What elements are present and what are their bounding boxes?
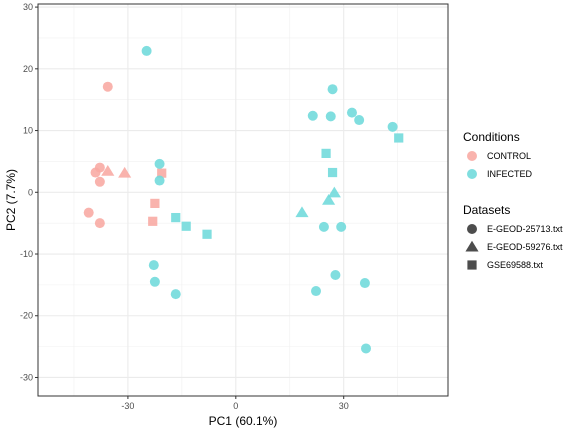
data-point: [307, 110, 318, 121]
data-point: [148, 216, 158, 226]
y-tick-label: -10: [20, 249, 33, 259]
y-tick-label: 10: [23, 126, 33, 136]
legend-datasets: Datasets E-GEOD-25713.txt E-GEOD-59276.txt…: [463, 203, 563, 270]
data-point: [327, 167, 338, 178]
data-point: [157, 168, 167, 178]
y-tick-label: 30: [23, 2, 33, 12]
legend-key: [467, 169, 477, 179]
data-point: [141, 45, 152, 56]
legend-label: GSE69588.txt: [487, 260, 544, 270]
y-tick-label: -20: [20, 311, 33, 321]
grid: [38, 4, 448, 396]
data-point: [118, 166, 132, 178]
y-tick-label: -30: [20, 372, 33, 382]
data-point: [154, 158, 165, 169]
x-tick-label: -30: [121, 401, 134, 411]
data-point: [311, 286, 322, 297]
data-point: [154, 175, 165, 186]
legend-key: [467, 151, 477, 161]
y-tick-label: 0: [28, 187, 33, 197]
data-point: [330, 270, 341, 281]
legend-title: Datasets: [463, 203, 510, 217]
x-tick-label: 30: [339, 401, 349, 411]
data-point: [149, 276, 160, 287]
legend-label: E-GEOD-59276.txt: [487, 242, 563, 252]
data-point: [322, 194, 336, 205]
axes: -30 0 30 -30 -20 -10 0 10 20 30: [20, 2, 349, 411]
data-point: [336, 221, 347, 232]
data-points: [83, 45, 404, 354]
legend-key: [465, 240, 479, 252]
legend-key: [467, 260, 477, 270]
data-point: [361, 343, 371, 354]
y-axis-title: PC2 (7.7%): [4, 169, 18, 231]
data-point: [325, 111, 336, 122]
y-tick-label: 20: [23, 64, 33, 74]
data-point: [150, 198, 160, 208]
data-point: [359, 278, 370, 289]
legend-label: E-GEOD-25713.txt: [487, 224, 563, 234]
data-point: [102, 81, 113, 92]
data-point: [346, 107, 357, 118]
data-point: [202, 229, 212, 239]
plot-panel-border: [37, 3, 449, 397]
legend-conditions: Conditions CONTROL INFECTED: [463, 130, 533, 179]
data-point: [83, 207, 94, 218]
data-point: [90, 167, 101, 178]
legend-label: CONTROL: [487, 151, 531, 161]
data-point: [94, 176, 105, 187]
data-point: [327, 84, 338, 95]
x-tick-label: 0: [233, 401, 238, 411]
data-point: [181, 221, 191, 231]
x-axis-title: PC1 (60.1%): [209, 414, 278, 428]
data-point: [394, 133, 404, 143]
data-point: [101, 165, 115, 176]
legend: Conditions CONTROL INFECTED Datasets E-GEOD-…: [463, 130, 563, 270]
data-point: [295, 206, 309, 218]
data-point: [321, 148, 331, 158]
data-point: [148, 260, 159, 271]
data-point: [318, 221, 329, 232]
data-point: [94, 218, 105, 229]
data-point: [170, 289, 181, 300]
data-point: [387, 121, 398, 132]
data-point: [171, 212, 181, 223]
legend-title: Conditions: [463, 130, 520, 144]
legend-key: [467, 224, 477, 234]
data-point: [327, 186, 341, 198]
legend-label: INFECTED: [487, 169, 533, 179]
data-point: [354, 115, 365, 126]
